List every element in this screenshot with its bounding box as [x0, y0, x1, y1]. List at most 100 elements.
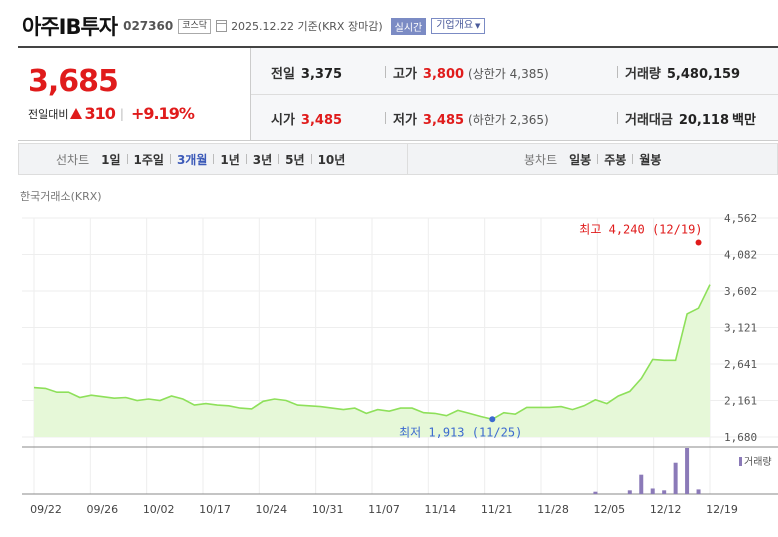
price-date: 2025.12.22 기준(KRX 장마감) [231, 20, 383, 33]
candle-monthly[interactable]: 월봉 [639, 152, 662, 167]
period-separator [169, 154, 171, 164]
period-3m[interactable]: 3개월 [176, 152, 208, 167]
y-tick-label: 4,562 [724, 212, 757, 225]
prev-close-label: 전일 [271, 67, 295, 82]
stock-code: 027360 [123, 19, 174, 33]
period-separator [245, 154, 247, 164]
change-amount: 310 [84, 104, 115, 123]
stats-separator [617, 112, 618, 124]
stock-header: 아주IB투자 027360 코스닥 2025.12.22 기준(KRX 장마감)… [22, 8, 486, 44]
chart-grid [22, 217, 778, 495]
current-price: 3,685 [28, 64, 119, 99]
price-info-panel: 3,685 전일대비 310 | +9.19% 전일 3,375 고가 3,800(… [18, 48, 778, 141]
stats-separator [385, 66, 386, 78]
y-tick-label: 3,602 [724, 285, 757, 298]
trade-value-cell: 거래대금 20,118 백만 [625, 109, 756, 128]
x-tick-label: 11/21 [481, 503, 513, 516]
change-separator: | [119, 106, 124, 121]
stock-name: 아주IB투자 [22, 15, 118, 39]
y-axis-labels: 4,562 4,082 3,602 3,121 2,641 2,161 1,680 [724, 212, 757, 444]
period-separator [126, 154, 128, 164]
company-overview-label: 기업개요 [436, 20, 474, 31]
period-3y[interactable]: 3년 [252, 152, 273, 167]
candle-chart-label: 봉차트 [524, 152, 558, 167]
period-1y[interactable]: 1년 [220, 152, 240, 167]
candle-chart-periods: 봉차트 일봉 주봉 월봉 [408, 144, 777, 174]
volume-bar [685, 448, 690, 494]
high-cell: 고가 3,800 (상한가 4,385) [393, 63, 549, 82]
company-overview-button[interactable]: 기업개요 ▼ [431, 18, 486, 34]
change-percent: +9.19% [130, 104, 195, 123]
stats-row-divider [251, 94, 778, 95]
period-separator [310, 154, 312, 164]
current-price-box: 3,685 전일대비 310 | +9.19% [18, 48, 251, 140]
upper-limit: (상한가 4,385) [468, 67, 549, 81]
price-change-row: 전일대비 310 | +9.19% [28, 104, 195, 123]
low-cell: 저가 3,485 (하한가 2,365) [393, 109, 549, 128]
stats-separator [617, 66, 618, 78]
period-1d[interactable]: 1일 [101, 152, 121, 167]
stats-separator [385, 112, 386, 124]
x-tick-label: 10/31 [312, 503, 344, 516]
volume-legend-label: 거래량 [744, 456, 772, 468]
trade-value: 20,118 [678, 113, 730, 128]
x-tick-label: 10/24 [255, 503, 287, 516]
calendar-icon [216, 20, 228, 32]
volume-legend-swatch [739, 457, 742, 466]
period-separator [597, 154, 599, 164]
x-axis-labels: 09/22 09/26 10/02 10/17 10/24 10/31 11/07 11/14… [30, 503, 738, 516]
low-value: 3,485 [422, 113, 465, 128]
up-triangle-icon [70, 108, 83, 119]
period-1w[interactable]: 1주일 [133, 152, 164, 167]
x-tick-label: 09/22 [30, 503, 62, 516]
x-tick-label: 12/12 [650, 503, 682, 516]
volume-bars: 거래량 [593, 448, 772, 494]
period-separator [213, 154, 215, 164]
period-separator [632, 154, 634, 164]
low-label: 저가 [393, 113, 417, 128]
price-chart: 4,562 4,082 3,602 3,121 2,641 2,161 1,680 최고 4… [22, 212, 778, 516]
price-stats: 전일 3,375 고가 3,800 (상한가 4,385) 거래량 5,480,159 … [251, 48, 778, 140]
high-value: 3,800 [422, 67, 465, 82]
volume-bar [696, 489, 701, 494]
volume-cell: 거래량 5,480,159 [625, 63, 740, 82]
candle-daily[interactable]: 일봉 [569, 152, 592, 167]
volume-bar [627, 490, 632, 494]
chart-annotations: 최고 4,240 (12/19) 최저 1,913 (11/25) [399, 222, 702, 439]
x-tick-label: 12/19 [706, 503, 738, 516]
volume-bar [650, 488, 655, 494]
volume-bar [593, 491, 598, 494]
x-tick-label: 09/26 [86, 503, 118, 516]
high-label: 고가 [393, 67, 417, 82]
y-tick-label: 2,641 [724, 358, 757, 371]
annotation-label: 최저 1,913 (11/25) [399, 425, 522, 439]
volume-bar [662, 490, 667, 494]
period-separator [278, 154, 280, 164]
market-tag: 코스닥 [178, 18, 212, 34]
annotation-marker [489, 416, 496, 423]
realtime-button[interactable]: 실시간 [390, 17, 427, 35]
volume-bar [639, 474, 644, 494]
prev-close-cell: 전일 3,375 [271, 63, 342, 82]
y-tick-label: 2,161 [724, 395, 757, 408]
y-tick-label: 4,082 [724, 249, 757, 262]
period-selector: 선차트 1일 1주일 3개월 1년 3년 5년 10년 봉차트 일봉 주봉 월봉 [18, 143, 778, 175]
candle-weekly[interactable]: 주봉 [604, 152, 627, 167]
lower-limit: (하한가 2,365) [468, 113, 549, 127]
price-area [34, 284, 710, 437]
period-5y[interactable]: 5년 [285, 152, 305, 167]
line-chart-label: 선차트 [56, 152, 90, 167]
line-chart-periods: 선차트 1일 1주일 3개월 1년 3년 5년 10년 [19, 144, 408, 174]
period-10y[interactable]: 10년 [317, 152, 346, 167]
open-value: 3,485 [300, 113, 343, 128]
dropdown-triangle-icon: ▼ [475, 22, 481, 30]
y-tick-label: 1,680 [724, 431, 757, 444]
volume-value: 5,480,159 [666, 67, 741, 82]
annotation-marker [695, 239, 702, 246]
header-divider [18, 46, 778, 48]
x-tick-label: 11/28 [537, 503, 569, 516]
prev-close-value: 3,375 [300, 67, 343, 82]
x-tick-label: 12/05 [593, 503, 625, 516]
x-tick-label: 11/14 [424, 503, 456, 516]
trade-value-unit: 백만 [732, 113, 756, 128]
